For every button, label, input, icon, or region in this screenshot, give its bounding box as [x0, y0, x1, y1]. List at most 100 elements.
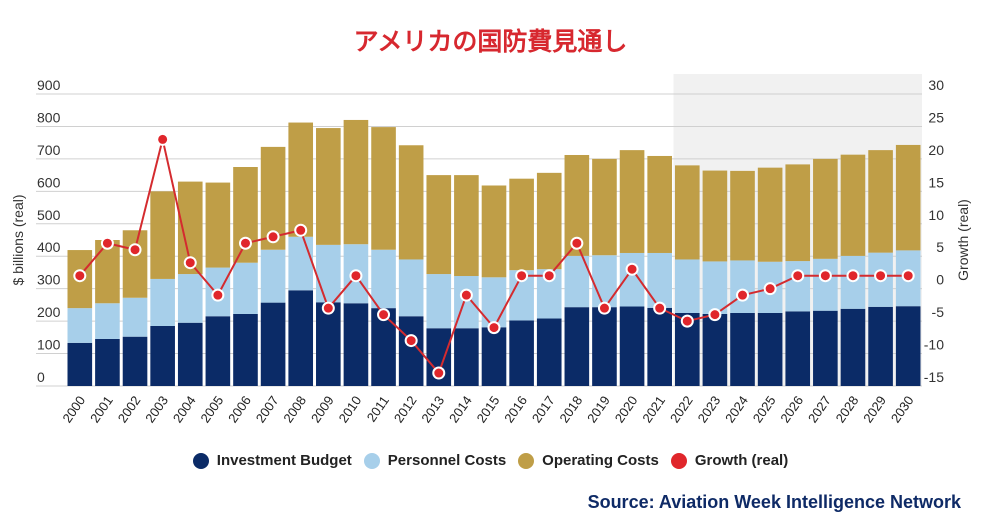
- y-tick-label: 400: [37, 239, 61, 255]
- x-tick-label: 2015: [474, 393, 503, 425]
- bar-operating-costs-2019: [592, 158, 617, 256]
- legend-item-investment[interactable]: Investment Budget: [192, 452, 352, 469]
- growth-point-2021: [653, 301, 667, 315]
- x-tick-label: 2028: [833, 393, 862, 425]
- bar-personnel-costs-2013: [426, 274, 452, 329]
- bar-investment-budget-2028: [840, 308, 866, 386]
- bar-investment-budget-2002: [122, 336, 148, 386]
- bar-operating-costs-2009: [316, 128, 341, 245]
- legend-swatch-personnel: [363, 452, 380, 469]
- x-tick-label: 2014: [446, 393, 475, 425]
- bar-operating-costs-2029: [868, 150, 893, 253]
- bar-personnel-costs-2022: [674, 259, 700, 313]
- bar-operating-costs-2021: [647, 155, 672, 253]
- legend-label-personnel: Personnel Costs: [387, 452, 507, 469]
- bar-investment-budget-2020: [619, 306, 645, 386]
- x-tick-label: 2020: [612, 393, 641, 425]
- y2-tick-label: -10: [924, 337, 944, 353]
- y2-tick-label: 15: [928, 174, 944, 190]
- bar-personnel-costs-2011: [371, 249, 396, 309]
- bar-operating-costs-2012: [398, 145, 424, 260]
- growth-point-2030: [901, 269, 915, 283]
- x-tick-label: 2002: [115, 393, 144, 425]
- bar-personnel-costs-2021: [647, 252, 672, 308]
- y2-tick-label: 25: [928, 109, 944, 125]
- growth-point-2009: [321, 301, 335, 315]
- bar-investment-budget-2015: [481, 327, 507, 386]
- bar-personnel-costs-2002: [122, 297, 148, 337]
- chart: 0 100 200 300 400 500 600 700 800 900 -15 -10 -5 0 5 10…: [10, 74, 971, 425]
- y2-tick-label: 10: [928, 207, 944, 223]
- growth-point-2004: [183, 256, 197, 270]
- bar-operating-costs-2002: [122, 230, 148, 298]
- y-tick-label: 0: [37, 369, 45, 385]
- x-tick-label: 2007: [253, 393, 282, 425]
- x-tick-label: 2009: [308, 393, 337, 425]
- bar-investment-budget-2023: [702, 313, 728, 386]
- bar-investment-budget-2009: [316, 302, 341, 386]
- x-tick-label: 2027: [805, 393, 834, 425]
- growth-point-2002: [128, 243, 142, 257]
- x-tick-label: 2008: [280, 393, 309, 425]
- bar-personnel-costs-2006: [233, 262, 258, 314]
- growth-point-2017: [542, 269, 556, 283]
- bar-investment-budget-2006: [233, 313, 258, 386]
- bar-operating-costs-2014: [454, 175, 479, 277]
- y-tick-label: 800: [37, 109, 61, 125]
- bar-operating-costs-2025: [757, 167, 783, 262]
- y-tick-label: 200: [37, 304, 61, 320]
- x-tick-label: 2010: [336, 393, 365, 425]
- x-tick-label: 2022: [667, 393, 696, 425]
- bar-operating-costs-2005: [205, 182, 231, 268]
- bar-investment-budget-2019: [592, 307, 617, 386]
- y-tick-label: 500: [37, 207, 61, 223]
- growth-point-2001: [100, 236, 114, 250]
- y2-tick-label: 5: [936, 239, 944, 255]
- bar-operating-costs-2001: [95, 240, 120, 304]
- bar-personnel-costs-2004: [177, 274, 203, 323]
- legend-swatch-investment: [192, 452, 209, 469]
- bar-operating-costs-2027: [813, 158, 838, 259]
- legend-item-growth[interactable]: Growth (real): [670, 452, 788, 469]
- growth-point-2028: [846, 269, 860, 283]
- bar-operating-costs-2017: [536, 172, 562, 270]
- y2-tick-label: 20: [928, 142, 944, 158]
- chart-title: アメリカの国防費見通し: [353, 27, 628, 56]
- x-tick-label: 2025: [750, 393, 779, 425]
- x-tick-label: 2021: [639, 393, 668, 425]
- growth-point-2011: [377, 308, 391, 322]
- bar-investment-budget-2004: [177, 322, 203, 386]
- bar-personnel-costs-2015: [481, 277, 507, 328]
- bar-investment-budget-2005: [205, 316, 231, 386]
- x-tick-label: 2005: [197, 393, 226, 425]
- bar-operating-costs-2026: [785, 164, 811, 262]
- x-tick-label: 2013: [418, 393, 447, 425]
- bar-personnel-costs-2028: [840, 255, 866, 309]
- x-tick-label: 2030: [888, 393, 917, 425]
- bar-investment-budget-2021: [647, 307, 672, 386]
- growth-point-2000: [73, 269, 87, 283]
- bar-operating-costs-2010: [343, 119, 369, 245]
- bar-operating-costs-2030: [895, 144, 921, 251]
- growth-point-2023: [708, 308, 722, 322]
- x-tick-label: 2026: [777, 393, 806, 425]
- bar-investment-budget-2000: [67, 342, 93, 386]
- bar-operating-costs-2023: [702, 170, 728, 262]
- growth-point-2022: [680, 314, 694, 328]
- bar-operating-costs-2028: [840, 154, 866, 256]
- x-tick-label: 2029: [860, 393, 889, 425]
- y-tick-label: 900: [37, 77, 61, 93]
- growth-point-2012: [404, 334, 418, 348]
- bar-investment-budget-2001: [95, 338, 120, 386]
- bar-investment-budget-2018: [564, 307, 590, 386]
- bar-operating-costs-2016: [509, 178, 534, 271]
- bar-personnel-costs-2026: [785, 261, 811, 312]
- legend-swatch-operating: [518, 452, 535, 469]
- legend-item-operating[interactable]: Operating Costs: [518, 452, 659, 469]
- legend-item-personnel[interactable]: Personnel Costs: [363, 452, 507, 469]
- bar-personnel-costs-2012: [398, 259, 424, 317]
- legend-label-operating: Operating Costs: [542, 452, 659, 469]
- x-tick-label: 2006: [225, 393, 254, 425]
- x-tick-label: 2011: [364, 393, 392, 425]
- growth-point-2015: [487, 321, 501, 335]
